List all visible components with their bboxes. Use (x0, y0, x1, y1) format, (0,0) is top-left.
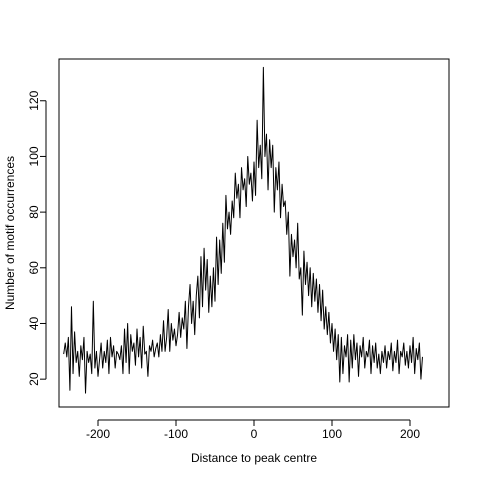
series-line (63, 66, 423, 394)
y-tick-label: 120 (27, 90, 41, 110)
y-tick-label: 60 (27, 261, 41, 275)
y-tick-label: 40 (27, 316, 41, 330)
x-tick-label: 200 (400, 427, 420, 441)
x-axis: -200 -100 0 100 200 (86, 419, 420, 441)
y-tick-label: 20 (27, 372, 41, 386)
y-axis-title: Number of motif occurrences (3, 156, 17, 310)
y-tick-label: 80 (27, 205, 41, 219)
x-tick-label: -100 (164, 427, 188, 441)
x-tick-label: 100 (322, 427, 342, 441)
x-tick-label: -200 (86, 427, 110, 441)
plot-frame (58, 58, 450, 408)
y-tick-label: 100 (27, 146, 41, 166)
x-tick-label: 0 (251, 427, 258, 441)
y-axis: 20 40 60 80 100 120 (27, 90, 47, 386)
x-axis-title: Distance to peak centre (191, 451, 317, 465)
